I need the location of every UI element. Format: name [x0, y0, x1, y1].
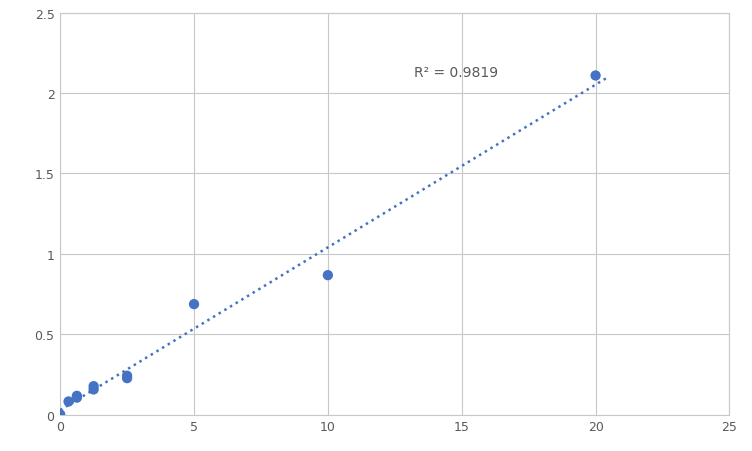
Point	[121, 375, 133, 382]
Point	[121, 372, 133, 379]
Point	[188, 301, 200, 308]
Point	[87, 386, 99, 393]
Text: R² = 0.9819: R² = 0.9819	[414, 66, 498, 80]
Point	[54, 411, 66, 418]
Point	[71, 394, 83, 401]
Point	[62, 398, 74, 405]
Point	[322, 272, 334, 279]
Point	[71, 392, 83, 400]
Point	[590, 73, 602, 80]
Point	[87, 383, 99, 390]
